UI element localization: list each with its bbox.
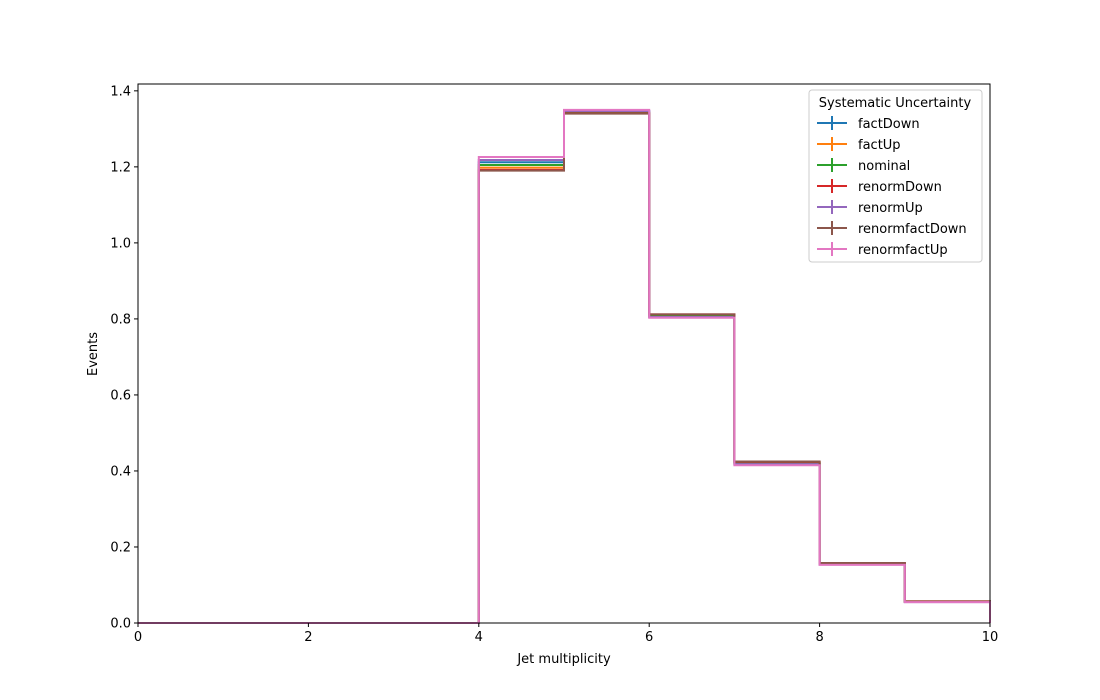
- x-tick-label: 2: [304, 630, 312, 645]
- y-tick-label: 1.4: [110, 84, 131, 99]
- legend-title: Systematic Uncertainty: [819, 96, 972, 111]
- legend-items: factDown factUp nominal renormDown renormUp r…: [817, 116, 967, 258]
- x-tick-label: 10: [982, 630, 999, 645]
- axes-frame: [137, 83, 991, 624]
- x-tick-label: 6: [645, 630, 653, 645]
- y-tick-label: 0.6: [110, 388, 131, 403]
- legend-item: renormUp: [817, 200, 923, 216]
- x-tick-label: 0: [134, 630, 142, 645]
- legend-label: renormUp: [858, 201, 923, 216]
- legend-item: renormfactUp: [817, 242, 948, 258]
- y-tick-label: 0.2: [110, 540, 131, 555]
- x-tick-label: 8: [815, 630, 823, 645]
- legend-item: factUp: [817, 137, 901, 153]
- x-tick-label: 4: [475, 630, 483, 645]
- x-axis-label: Jet multiplicity: [516, 652, 611, 667]
- legend-item: nominal: [817, 158, 910, 174]
- legend-label: nominal: [858, 159, 910, 174]
- legend-label: renormfactUp: [858, 243, 948, 258]
- legend-label: renormDown: [858, 180, 942, 195]
- legend-frame: [808, 89, 983, 263]
- y-tick-label: 0.0: [110, 617, 131, 632]
- legend-label: factUp: [858, 138, 901, 153]
- y-tick-label: 0.4: [110, 464, 131, 479]
- y-tick-label: 0.8: [110, 312, 131, 327]
- legend: Systematic Uncertainty factDown factUp nom…: [808, 89, 983, 263]
- legend-label: factDown: [858, 117, 920, 132]
- legend-item: renormfactDown: [817, 221, 967, 237]
- y-axis-label: Events: [86, 332, 101, 376]
- y-tick-label: 1.0: [110, 236, 131, 251]
- x-axis-ticks: 0 2 4 6 8 10: [134, 623, 998, 645]
- legend-label: renormfactDown: [858, 222, 967, 237]
- legend-item: renormDown: [817, 179, 942, 195]
- y-axis-ticks: 0.0 0.2 0.4 0.6 0.8 1.0 1.2 1.4: [110, 84, 138, 632]
- legend-item: factDown: [817, 116, 920, 132]
- y-tick-label: 1.2: [110, 160, 131, 175]
